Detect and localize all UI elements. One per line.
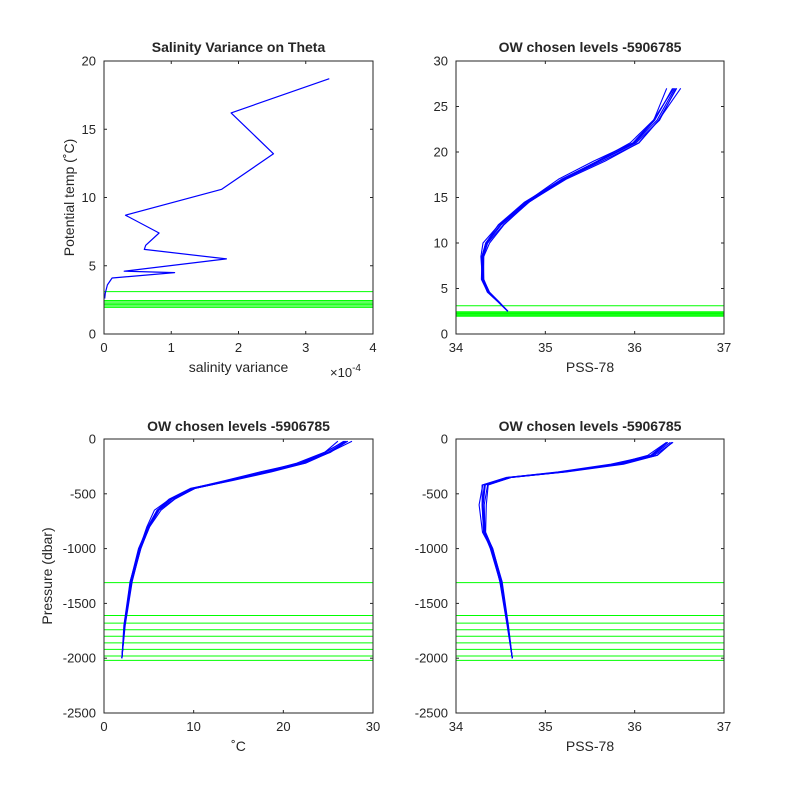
y-tick-label: 5 (441, 281, 448, 296)
x-tick-label: 0 (100, 340, 107, 355)
y-tick-label: 15 (434, 190, 448, 205)
data-series-replicate (482, 87, 682, 312)
x-tick-label: 0 (100, 719, 107, 734)
y-tick-label: 30 (434, 54, 448, 69)
x-axis-label: ˚C (231, 738, 246, 754)
y-tick-label: -500 (422, 486, 448, 501)
x-axis-label: PSS-78 (566, 359, 614, 375)
y-tick-label: 10 (434, 236, 448, 251)
y-tick-label: -2000 (415, 651, 448, 666)
y-tick-label: 5 (89, 258, 96, 273)
data-series-replicate (480, 88, 668, 312)
data-series-replicate (121, 440, 339, 659)
x-tick-label: 4 (369, 340, 376, 355)
y-tick-label: 0 (89, 327, 96, 342)
tick-layer: 34 35 36 37 -2500 -2000 -1500 -1000 -500 0 (415, 432, 731, 735)
x-tick-label: 20 (276, 719, 290, 734)
series-layer (104, 78, 373, 308)
x-tick-label: 35 (538, 719, 552, 734)
tick-layer: 34 35 36 37 0 5 10 15 20 25 30 (434, 54, 732, 356)
y-tick-label: -2500 (63, 706, 96, 721)
chart-title: Salinity Variance on Theta (152, 39, 326, 55)
data-series-replicate (482, 441, 674, 659)
x-axis-label: salinity variance (189, 359, 289, 375)
x-tick-label: 37 (717, 719, 731, 734)
panel-temperature-pressure: 0 10 20 30 -2500 -2000 -1500 -1000 -500 0 OW chos… (39, 418, 380, 754)
data-series-replicate (121, 440, 353, 659)
x-tick-label: 30 (366, 719, 380, 734)
panel-theta-salinity: 34 35 36 37 0 5 10 15 20 25 30 OW chosen levels -5… (434, 39, 732, 375)
y-tick-label: -2500 (415, 706, 448, 721)
y-tick-label: -2000 (63, 651, 96, 666)
tick-layer: 0 1 2 3 4 0 5 10 15 20 (82, 54, 377, 356)
x-tick-label: 2 (235, 340, 242, 355)
y-tick-label: -1500 (415, 596, 448, 611)
x-tick-label: 34 (449, 719, 463, 734)
x-exponent-power: -4 (352, 363, 361, 374)
x-tick-label: 37 (717, 340, 731, 355)
y-tick-label: -1000 (63, 541, 96, 556)
tick-layer: 0 10 20 30 -2500 -2000 -1500 -1000 -500 0 (63, 432, 380, 735)
x-tick-label: 1 (168, 340, 175, 355)
x-exponent-multiplier: ×10-4 (330, 363, 361, 380)
axes-box (455, 438, 725, 714)
panel-salinity-pressure: 34 35 36 37 -2500 -2000 -1500 -1000 -500 0 OW cho… (415, 418, 731, 754)
data-series-replicate (121, 440, 348, 659)
series-layer (456, 87, 724, 317)
x-tick-label: 10 (186, 719, 200, 734)
x-tick-label: 36 (627, 340, 641, 355)
data-series-replicate (485, 441, 673, 659)
x-axis-label: PSS-78 (566, 738, 614, 754)
y-tick-label: 25 (434, 99, 448, 114)
data-series-line (104, 78, 330, 299)
y-tick-label: 10 (82, 190, 96, 205)
x-tick-label: 35 (538, 340, 552, 355)
axes-box (103, 438, 374, 714)
y-tick-label: 20 (82, 54, 96, 69)
y-tick-label: 0 (441, 432, 448, 447)
y-tick-label: 0 (89, 432, 96, 447)
series-layer (104, 440, 373, 661)
chart-title: OW chosen levels -5906785 (147, 418, 330, 434)
y-axis-label: Potential temp (˚C) (61, 139, 77, 256)
y-tick-label: -1000 (415, 541, 448, 556)
y-tick-label: 20 (434, 145, 448, 160)
x-tick-label: 3 (302, 340, 309, 355)
y-tick-label: 15 (82, 122, 96, 137)
data-series-replicate (478, 441, 668, 659)
x-exponent-base: ×10 (330, 365, 352, 380)
x-tick-label: 34 (449, 340, 463, 355)
series-layer (456, 441, 724, 661)
chart-title: OW chosen levels -5906785 (499, 418, 682, 434)
y-axis-label: Pressure (dbar) (39, 527, 55, 624)
x-tick-label: 36 (627, 719, 641, 734)
y-tick-label: 0 (441, 327, 448, 342)
y-tick-label: -1500 (63, 596, 96, 611)
panel-salinity-variance: 0 1 2 3 4 0 5 10 15 20 Salinity Variance on Theta… (61, 39, 377, 380)
chart-title: OW chosen levels -5906785 (499, 39, 682, 55)
y-tick-label: -500 (70, 486, 96, 501)
